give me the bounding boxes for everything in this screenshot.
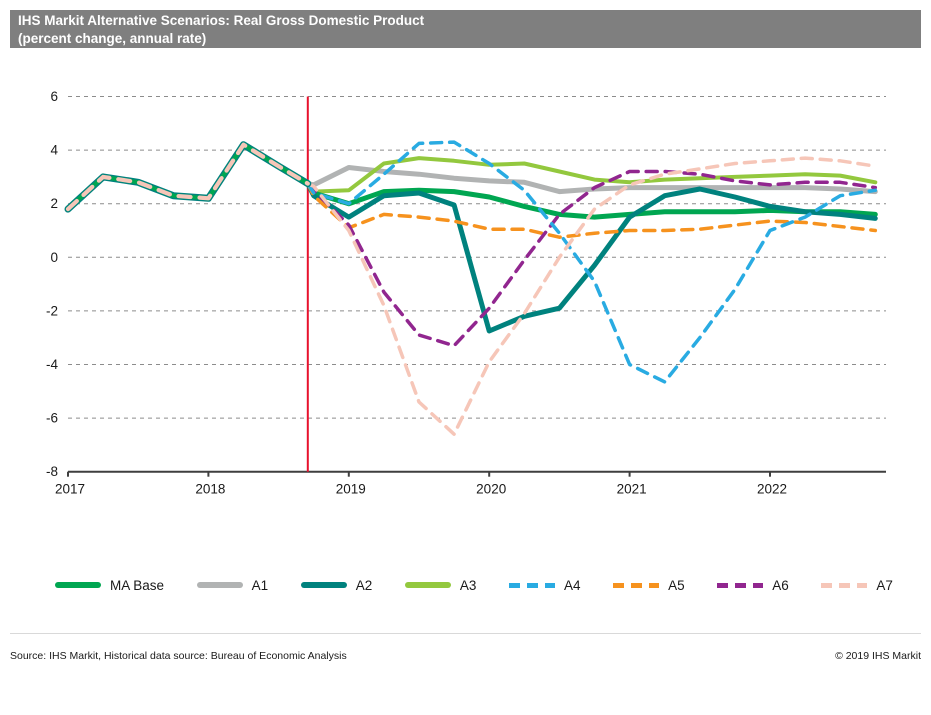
y-tick-label: -8 xyxy=(46,464,58,479)
legend-swatch xyxy=(404,582,451,588)
legend-item-a6: A6 xyxy=(717,578,789,593)
legend-item-a3: A3 xyxy=(404,577,477,593)
legend-item-a2: A2 xyxy=(300,577,373,593)
x-tick-label: 2022 xyxy=(757,482,787,497)
legend-swatch xyxy=(300,582,347,588)
legend-label: A5 xyxy=(668,577,685,593)
legend-swatch xyxy=(55,582,101,588)
legend-label: MA Base xyxy=(110,577,165,593)
x-tick-label: 2017 xyxy=(55,482,85,497)
x-tick-label: 2019 xyxy=(336,482,366,497)
legend-item-a4: A4 xyxy=(509,578,581,593)
series-line-a2 xyxy=(305,181,878,334)
series-line-a1 xyxy=(305,165,878,195)
chart-title-line1: IHS Markit Alternative Scenarios: Real G… xyxy=(18,13,425,28)
history-line-layer-3 xyxy=(65,142,310,212)
legend-swatch xyxy=(717,582,764,588)
chart-title-bar: IHS Markit Alternative Scenarios: Real G… xyxy=(10,10,921,48)
series-line-a4 xyxy=(306,140,878,384)
legend-label: A4 xyxy=(564,577,581,593)
chart-footer: Source: IHS Markit, Historical data sour… xyxy=(10,650,921,662)
series-line-a5 xyxy=(306,181,878,239)
series-line-a3 xyxy=(305,156,878,194)
copyright-note: © 2019 IHS Markit xyxy=(835,650,921,662)
legend-swatch xyxy=(613,582,660,588)
chart-title-line2: (percent change, annual rate) xyxy=(18,31,207,46)
x-tick-label: 2020 xyxy=(476,482,506,497)
legend-swatch xyxy=(509,582,556,588)
y-tick-label: 0 xyxy=(50,250,58,265)
source-note: Source: IHS Markit, Historical data sour… xyxy=(10,650,347,662)
y-tick-label: -6 xyxy=(46,411,58,426)
legend-item-ma-base: MA Base xyxy=(55,578,164,593)
legend-item-a7: A7 xyxy=(821,578,893,593)
y-tick-label: -2 xyxy=(46,303,58,318)
legend-swatch xyxy=(821,582,868,588)
x-tick-label: 2018 xyxy=(195,482,225,497)
series-line-ma-base xyxy=(305,181,878,220)
chart-legend: MA Base A1 A2 A3 A4 A5 A6 A7 xyxy=(0,574,931,596)
legend-label: A6 xyxy=(772,577,789,593)
legend-item-a5: A5 xyxy=(613,578,685,593)
series-line-a6 xyxy=(306,169,878,348)
y-tick-label: 4 xyxy=(50,143,58,158)
series-line-a7 xyxy=(306,156,878,436)
legend-label: A1 xyxy=(251,577,269,593)
legend-item-a1: A1 xyxy=(196,577,269,593)
legend-swatch xyxy=(196,582,243,588)
legend-label: A2 xyxy=(355,577,373,593)
legend-label: A3 xyxy=(459,577,477,593)
y-tick-label: -4 xyxy=(46,357,58,372)
legend-label: A7 xyxy=(876,577,893,593)
footer-divider xyxy=(10,633,921,634)
x-tick-label: 2021 xyxy=(617,482,647,497)
y-tick-label: 2 xyxy=(50,196,58,211)
gdp-scenarios-chart: 6 4 2 0 -2 -4 -6 -8 2017 2018 2019 2020 2021 2022 xyxy=(46,89,886,497)
y-tick-label: 6 xyxy=(50,89,58,104)
